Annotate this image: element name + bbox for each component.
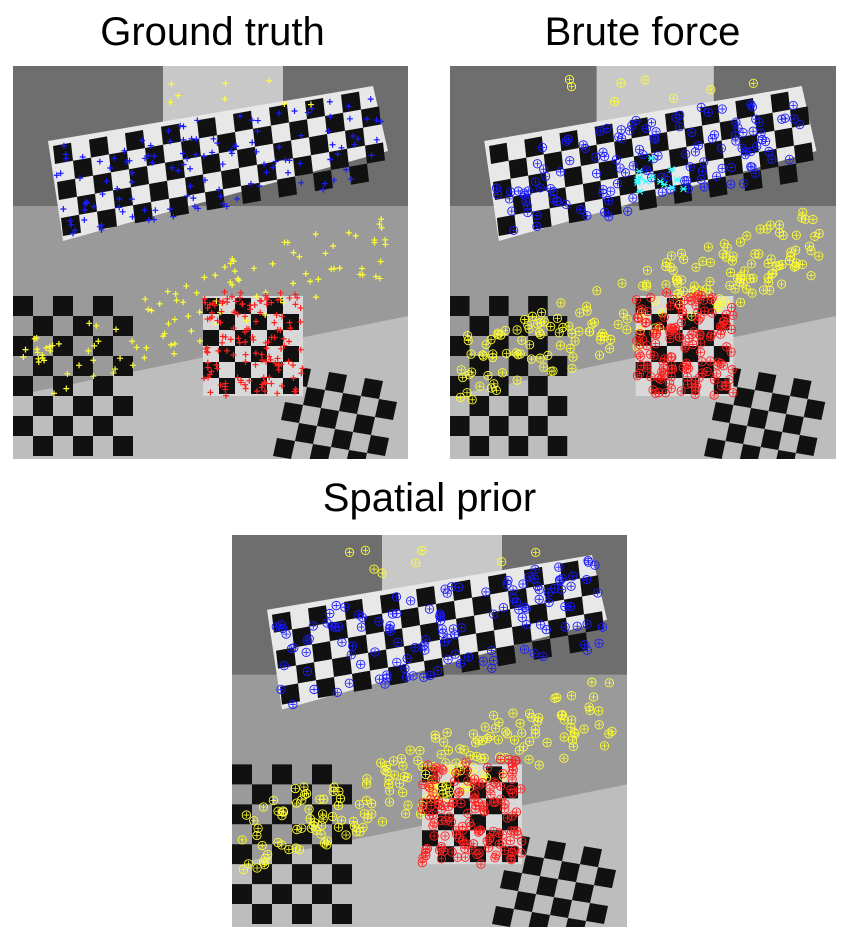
scene-image-brute-force <box>450 66 836 459</box>
panel-brute-force <box>450 66 836 459</box>
checkerboard-bottom-right <box>273 366 397 459</box>
checkerboard-top <box>272 560 604 705</box>
red-correspondences <box>631 288 738 400</box>
panel-ground-truth <box>13 66 408 459</box>
scene-image-ground-truth <box>13 66 408 459</box>
red-correspondences <box>200 288 306 399</box>
checkerboard-left <box>13 296 133 456</box>
blue-correspondences <box>53 96 384 237</box>
yellow-correspondences <box>237 545 617 875</box>
panel-title-spatial-prior: Spatial prior <box>322 476 537 520</box>
panel-title-brute-force: Brute force <box>544 10 741 54</box>
blue-correspondences <box>271 556 608 710</box>
scene-image-spatial-prior <box>232 535 627 927</box>
mismatch-markers <box>634 154 687 195</box>
checkerboard-left <box>450 296 568 456</box>
red-correspondences <box>417 754 527 869</box>
yellow-correspondences <box>455 74 824 405</box>
blue-correspondences <box>491 99 805 236</box>
checkerboard-box <box>203 298 299 394</box>
panel-title-ground-truth: Ground truth <box>100 10 325 54</box>
panel-spatial-prior <box>232 535 627 927</box>
yellow-correspondences <box>20 77 389 397</box>
checkerboard-top <box>53 91 385 236</box>
checkerboard-bottom-right <box>704 366 826 459</box>
